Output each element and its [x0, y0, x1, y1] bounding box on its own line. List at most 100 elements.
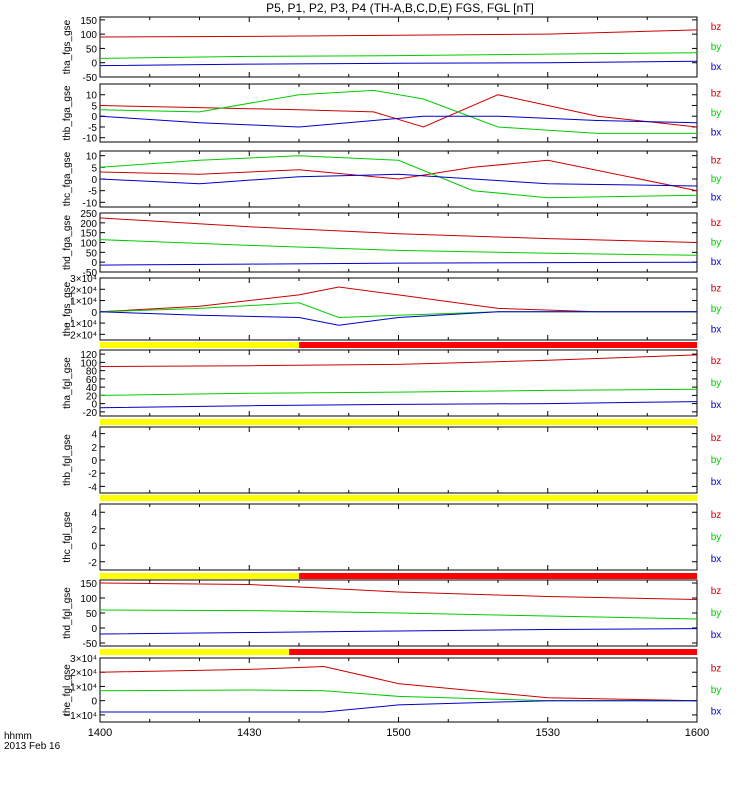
quality-bar-yellow	[100, 573, 299, 579]
series-bx	[100, 700, 697, 713]
legend-by: by	[711, 174, 722, 185]
series-bx	[99, 60, 698, 67]
series-bz	[99, 286, 697, 313]
quality-bar-yellow	[100, 342, 299, 348]
quality-bar-yellow	[100, 419, 697, 425]
y-tick-label: 100	[80, 594, 97, 605]
quality-bar-red	[289, 649, 697, 655]
y-tick-label: 150	[80, 16, 97, 27]
y-tick-label: 3×10⁴	[70, 654, 97, 665]
panel-thd_fgl_gse: -50 0 50 100 150 thd_fgl_gse bz by bx	[62, 579, 721, 655]
quality-bar-red	[299, 342, 697, 348]
series-by	[99, 239, 698, 256]
y-tick-label: 200	[80, 219, 97, 230]
x-tick-label: 1500	[386, 727, 410, 739]
legend-by: by	[711, 532, 722, 543]
series-bz	[99, 354, 698, 367]
y-tick-label: -4	[88, 482, 97, 493]
y-tick-label: −2×10⁴	[64, 330, 97, 341]
y-tick-label: 100	[80, 30, 97, 41]
legend-bx: bx	[711, 193, 722, 204]
y-tick-label: 80	[86, 367, 98, 378]
legend-bz: bz	[711, 22, 722, 33]
y-tick-label: -50	[83, 639, 98, 650]
panel-thb_fgl_gse: -4 -2 0 2 4 thb_fgl_gse bz by bx	[62, 426, 722, 501]
y-tick-label: 0	[91, 112, 97, 123]
legend-bz: bz	[711, 89, 722, 100]
y-tick-label: -20	[83, 408, 98, 419]
legend-bx: bx	[711, 554, 722, 565]
y-axis-label: thd_fgl_gse	[62, 587, 73, 639]
legend-bx: bx	[711, 325, 722, 336]
y-tick-label: 0	[91, 308, 97, 319]
legend-bx: bx	[711, 477, 722, 488]
y-tick-label: 0	[91, 175, 97, 186]
series-by	[99, 52, 698, 59]
y-tick-label: 4	[91, 430, 97, 441]
legend-bx: bx	[711, 127, 722, 138]
series-bx	[99, 311, 697, 326]
series-by	[99, 155, 698, 199]
series-bz	[99, 665, 698, 702]
y-tick-label: −1×10⁴	[64, 319, 97, 330]
y-tick-label: -2	[88, 469, 97, 480]
series-by	[99, 89, 697, 134]
y-tick-label: 150	[80, 229, 97, 240]
footer-date: 2013 Feb 16	[4, 741, 61, 752]
y-tick-label: 0	[91, 456, 97, 467]
y-axis-label: tha_fgl_gse	[62, 357, 73, 409]
legend-bz: bz	[711, 356, 722, 367]
legend-bx: bx	[711, 62, 722, 73]
y-tick-label: 60	[86, 375, 98, 386]
y-tick-label: -50	[83, 268, 98, 279]
y-tick-label: 10	[86, 152, 98, 163]
y-tick-label: 0	[91, 400, 97, 411]
legend-by: by	[711, 378, 722, 389]
legend-bx: bx	[711, 400, 722, 411]
legend-bx: bx	[711, 257, 722, 268]
y-tick-label: 40	[86, 383, 98, 394]
y-tick-label: 5	[91, 163, 97, 174]
y-tick-label: 4	[91, 508, 97, 519]
y-axis-label: the_fgs_gse	[62, 281, 73, 336]
legend-bx: bx	[711, 630, 722, 641]
panel-frame	[99, 503, 698, 571]
series-bx	[99, 261, 698, 266]
y-tick-label: -50	[83, 73, 98, 84]
legend-by: by	[711, 455, 722, 466]
y-tick-label: 50	[86, 44, 98, 55]
y-tick-label: 2×10⁴	[70, 285, 97, 296]
y-tick-label: 150	[80, 579, 97, 590]
series-bz	[99, 159, 698, 192]
y-tick-label: 0	[91, 624, 97, 635]
y-tick-label: 0	[91, 697, 97, 708]
legend-bz: bz	[711, 433, 722, 444]
legend-bz: bz	[711, 155, 722, 166]
legend-by: by	[711, 42, 722, 53]
panel-frame	[99, 16, 698, 78]
y-tick-label: 0	[91, 541, 97, 552]
y-tick-label: -10	[83, 134, 98, 145]
legend-bz: bz	[711, 283, 722, 294]
series-bx	[99, 173, 698, 187]
footer-time-format: hhmm	[4, 731, 32, 742]
quality-bar-yellow	[100, 649, 290, 655]
legend-by: by	[711, 685, 722, 696]
y-tick-label: 50	[86, 609, 98, 620]
series-by	[99, 609, 698, 620]
y-axis-label: thc_fgl_gse	[62, 511, 73, 563]
y-tick-label: 0	[91, 59, 97, 70]
series-bx	[99, 628, 698, 635]
y-tick-label: -2	[88, 558, 97, 569]
series-bz	[99, 94, 698, 128]
y-tick-label: 1×10⁴	[70, 682, 97, 693]
y-tick-label: 1×10⁴	[70, 297, 97, 308]
panel-frame	[99, 426, 698, 494]
series-bz	[99, 29, 698, 38]
legend-by: by	[711, 608, 722, 619]
y-axis-label: thb_fga_gse	[62, 85, 73, 140]
